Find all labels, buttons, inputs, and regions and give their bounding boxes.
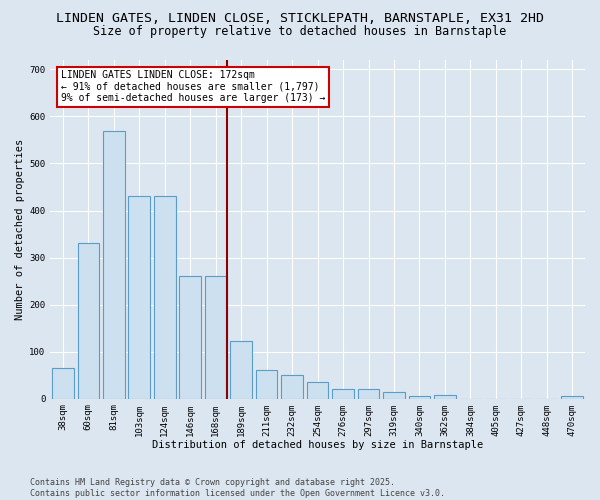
Y-axis label: Number of detached properties: Number of detached properties (15, 138, 25, 320)
Bar (256, 370, 277, 398)
Bar (103, 130, 125, 398)
X-axis label: Distribution of detached houses by size in Barnstaple: Distribution of detached houses by size … (152, 440, 483, 450)
Bar (154, 196, 176, 398)
Bar (332, 390, 354, 398)
Bar (179, 276, 201, 398)
Bar (562, 396, 583, 398)
Text: Size of property relative to detached houses in Barnstaple: Size of property relative to detached ho… (94, 25, 506, 38)
Bar (409, 396, 430, 398)
Bar (77, 244, 99, 398)
Text: Contains HM Land Registry data © Crown copyright and database right 2025.
Contai: Contains HM Land Registry data © Crown c… (30, 478, 445, 498)
Bar (128, 196, 150, 398)
Bar (230, 342, 252, 398)
Bar (205, 276, 227, 398)
Text: LINDEN GATES LINDEN CLOSE: 172sqm
← 91% of detached houses are smaller (1,797)
9: LINDEN GATES LINDEN CLOSE: 172sqm ← 91% … (61, 70, 325, 103)
Bar (281, 375, 303, 398)
Bar (307, 382, 328, 398)
Bar (383, 392, 405, 398)
Text: LINDEN GATES, LINDEN CLOSE, STICKLEPATH, BARNSTAPLE, EX31 2HD: LINDEN GATES, LINDEN CLOSE, STICKLEPATH,… (56, 12, 544, 26)
Bar (52, 368, 74, 398)
Bar (434, 395, 456, 398)
Bar (358, 390, 379, 398)
